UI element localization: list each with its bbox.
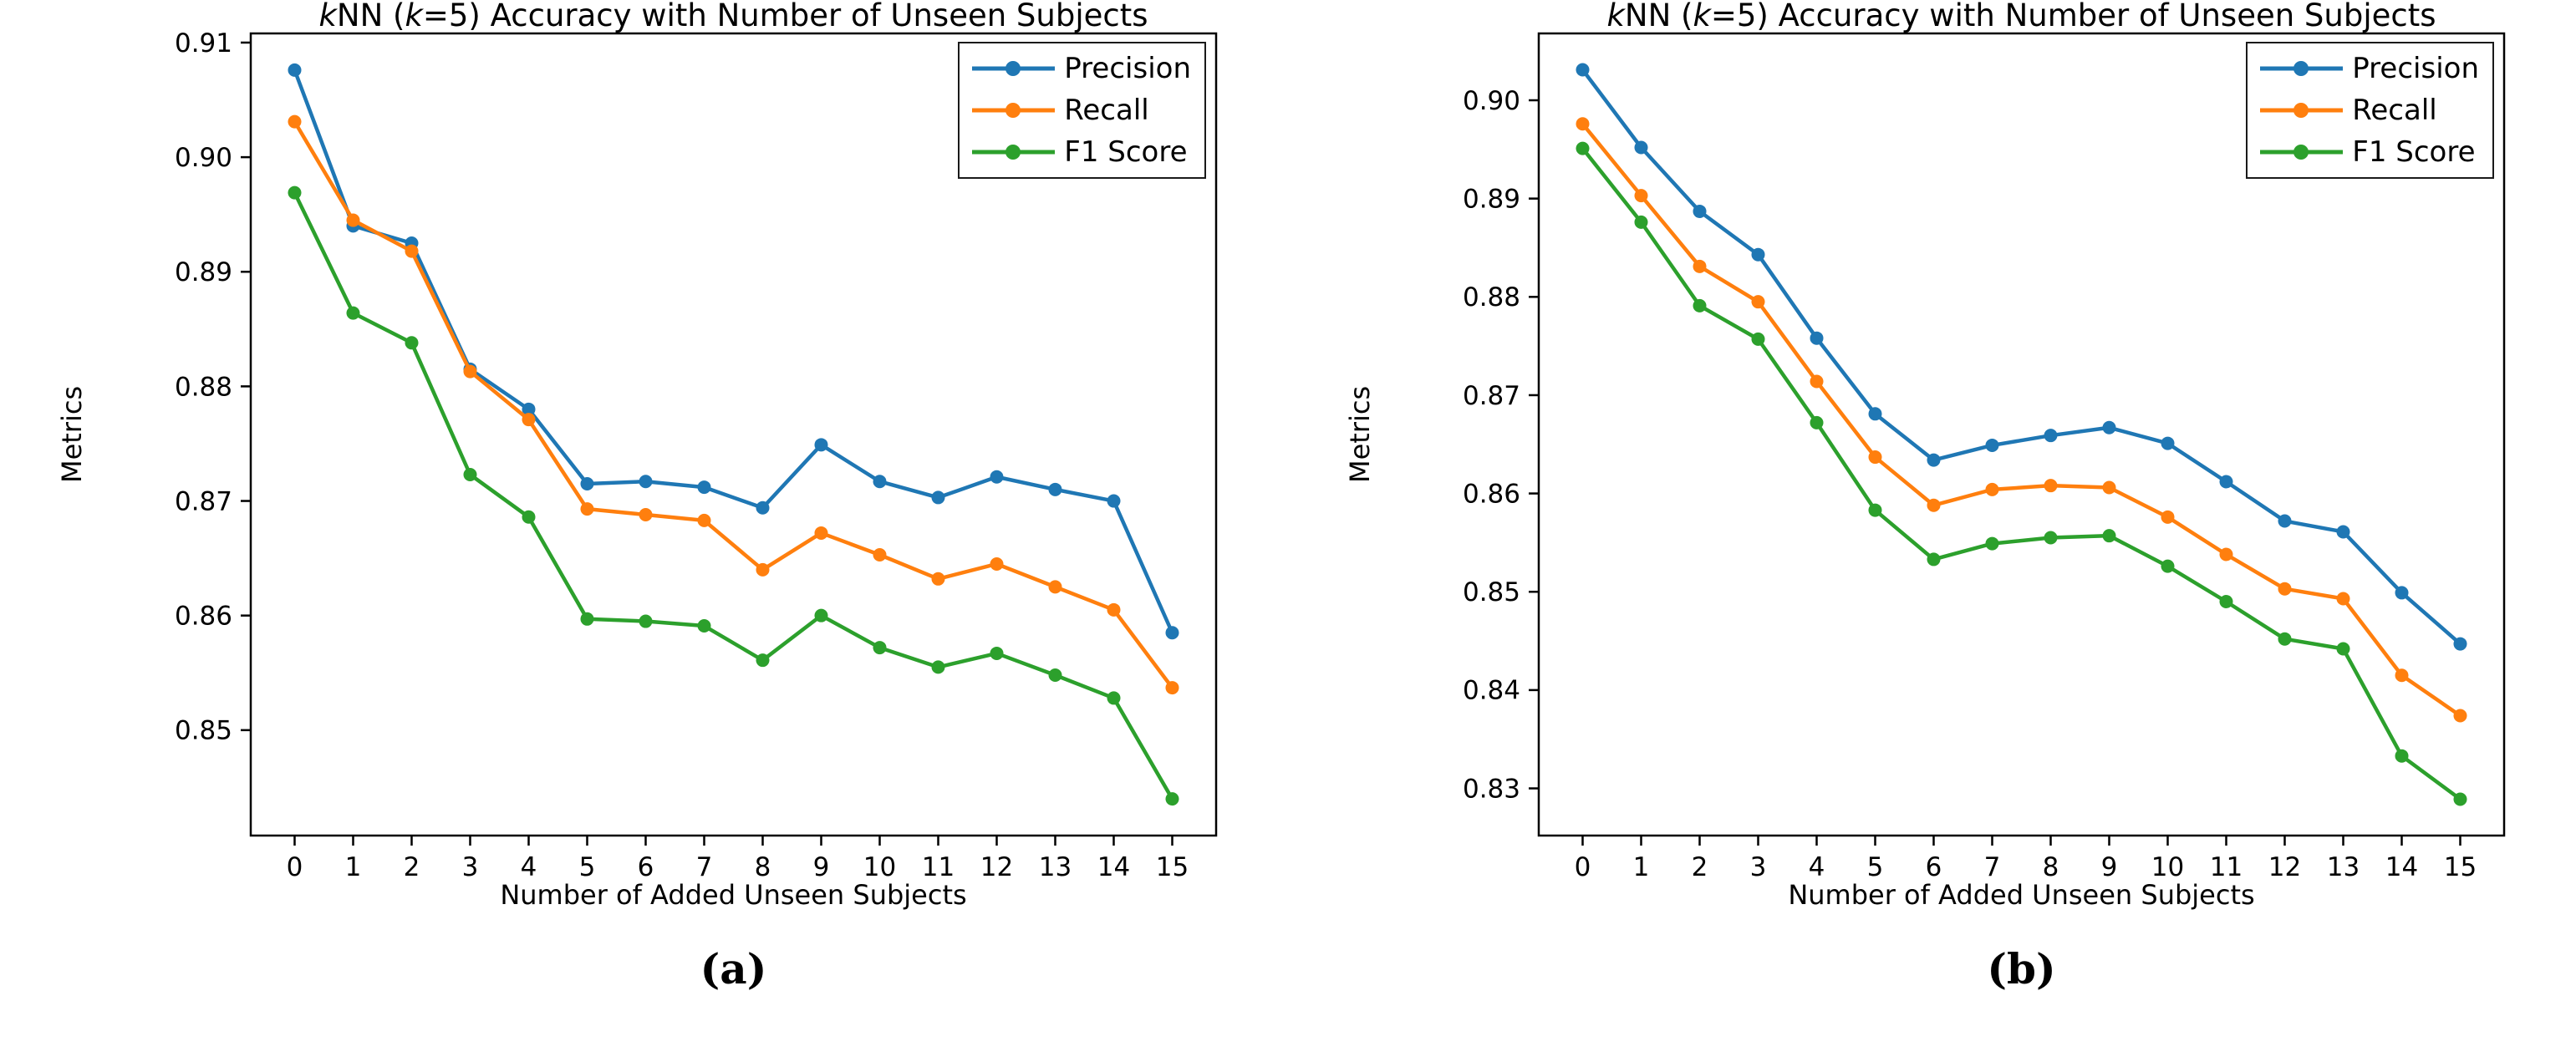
plot-area: 0 1 2 3 4 5 6 7 8 9 10 11 12 13 14 150.850.860.870.880.… [175, 28, 1218, 882]
f1-score-line-icon [2260, 145, 2344, 160]
svg-text:12: 12 [980, 852, 1013, 882]
svg-text:0.85: 0.85 [1463, 577, 1520, 607]
legend-label: Precision [1064, 52, 1191, 85]
svg-text:2: 2 [404, 852, 420, 882]
svg-text:10: 10 [863, 852, 896, 882]
precision-line-icon [2260, 61, 2344, 76]
svg-text:0.91: 0.91 [175, 28, 232, 58]
legend-label: Recall [2352, 94, 2437, 127]
svg-text:4: 4 [1809, 852, 1825, 882]
chart-title: kNN (k=5) Accuracy with Number of Unseen… [1606, 0, 2436, 33]
svg-text:0.90: 0.90 [1463, 86, 1520, 116]
x-axis-label: Number of Added Unseen Subjects [500, 879, 967, 911]
svg-text:0.88: 0.88 [175, 372, 232, 402]
svg-text:12: 12 [2268, 852, 2301, 882]
svg-text:0.86: 0.86 [175, 602, 232, 632]
recall-line-icon [972, 103, 1056, 118]
svg-text:0.89: 0.89 [175, 257, 232, 287]
subfigure-label-b: (b) [1987, 944, 2056, 993]
svg-text:4: 4 [521, 852, 537, 882]
svg-text:7: 7 [696, 852, 713, 882]
plot-area: 0 1 2 3 4 5 6 7 8 9 10 11 12 13 14 150.830.840.850.860.… [1463, 32, 2506, 882]
svg-text:1: 1 [345, 852, 362, 882]
chart-title: kNN (k=5) Accuracy with Number of Unseen… [318, 0, 1148, 33]
svg-text:0.87: 0.87 [175, 486, 232, 516]
legend-box: Precision Recall F1 Score [958, 42, 1206, 179]
svg-text:9: 9 [813, 852, 830, 882]
svg-text:6: 6 [638, 852, 654, 882]
svg-text:0: 0 [287, 852, 303, 882]
legend-item-f1-score: F1 Score [970, 134, 1191, 170]
svg-text:15: 15 [1156, 852, 1189, 882]
legend-label: Recall [1064, 94, 1149, 127]
svg-text:8: 8 [2043, 852, 2059, 882]
svg-text:8: 8 [755, 852, 771, 882]
svg-text:10: 10 [2151, 852, 2184, 882]
svg-text:0.85: 0.85 [175, 716, 232, 746]
svg-text:9: 9 [2101, 852, 2118, 882]
svg-text:0.84: 0.84 [1463, 676, 1520, 706]
svg-text:11: 11 [2210, 852, 2243, 882]
svg-text:0.86: 0.86 [1463, 479, 1520, 509]
legend-box: Precision Recall F1 Score [2246, 42, 2494, 179]
recall-line-icon [2260, 103, 2344, 118]
f1-score-line-icon [972, 145, 1056, 160]
svg-text:0.90: 0.90 [175, 143, 232, 173]
legend-label: F1 Score [2352, 135, 2476, 169]
svg-text:14: 14 [1097, 852, 1130, 882]
legend-label: Precision [2352, 52, 2479, 85]
svg-text:6: 6 [1926, 852, 1942, 882]
svg-text:0: 0 [1575, 852, 1591, 882]
svg-text:13: 13 [1039, 852, 1072, 882]
svg-text:5: 5 [579, 852, 596, 882]
chart-panel-a: kNN (k=5) Accuracy with Number of Unseen… [56, 0, 1218, 993]
legend-label: F1 Score [1064, 135, 1188, 169]
legend-item-f1-score: F1 Score [2258, 134, 2479, 170]
svg-text:13: 13 [2327, 852, 2360, 882]
subfigure-label-a: (a) [700, 944, 767, 993]
x-axis-label: Number of Added Unseen Subjects [1788, 879, 2255, 911]
svg-text:0.89: 0.89 [1463, 184, 1520, 214]
svg-text:5: 5 [1867, 852, 1884, 882]
legend-item-precision: Precision [2258, 50, 2479, 87]
legend-item-precision: Precision [970, 50, 1191, 87]
svg-text:15: 15 [2444, 852, 2477, 882]
svg-text:7: 7 [1984, 852, 2001, 882]
legend-item-recall: Recall [2258, 92, 2479, 129]
svg-text:14: 14 [2385, 852, 2418, 882]
precision-line-icon [972, 61, 1056, 76]
svg-text:0.83: 0.83 [1463, 774, 1520, 804]
svg-text:3: 3 [1750, 852, 1767, 882]
svg-text:0.88: 0.88 [1463, 282, 1520, 313]
svg-text:11: 11 [922, 852, 955, 882]
legend-item-recall: Recall [970, 92, 1191, 129]
svg-text:3: 3 [462, 852, 479, 882]
svg-text:0.87: 0.87 [1463, 381, 1520, 411]
svg-text:2: 2 [1692, 852, 1708, 882]
chart-panel-b: kNN (k=5) Accuracy with Number of Unseen… [1288, 0, 2576, 1062]
svg-text:1: 1 [1633, 852, 1650, 882]
